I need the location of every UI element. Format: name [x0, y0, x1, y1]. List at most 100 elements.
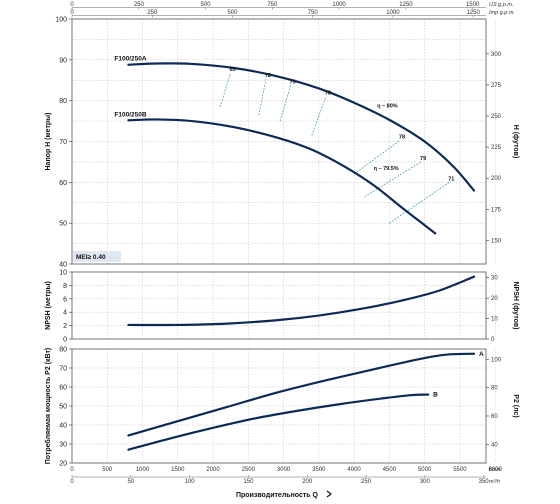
bottom-axis-tick-label: 0	[70, 467, 74, 473]
efficiency-label: 65	[230, 67, 236, 73]
y-tick-label: 30	[59, 442, 67, 449]
bottom-axis2-tick-label: 100	[185, 479, 196, 485]
efficiency-label: 75	[290, 80, 296, 86]
series-curve	[127, 275, 476, 327]
top-axis-unit: US g.p.m.	[489, 2, 513, 8]
efficiency-line	[258, 78, 267, 116]
bottom-axis-tick-label: 4000	[347, 467, 361, 473]
y2-axis-title: P2 (лс)	[512, 394, 519, 417]
y2-tick-label: 200	[491, 176, 502, 182]
y2-tick-label: 225	[491, 145, 502, 151]
y-tick-label: 60	[59, 385, 67, 392]
top-axis-tick-label: 250	[134, 2, 145, 8]
y-tick-label: 10	[59, 270, 67, 277]
bottom-axis-tick-label: 1000	[136, 467, 150, 473]
top-axis-tick-label: 1250	[466, 10, 480, 16]
efficiency-line	[389, 182, 450, 224]
bottom-axis2-tick-label: 250	[361, 479, 372, 485]
series-curve	[127, 62, 476, 192]
y-tick-label: 50	[59, 404, 67, 411]
efficiency-annotation: η – 79.5%	[374, 166, 399, 172]
bottom-axis-unit: l/min	[489, 467, 501, 473]
bottom-axis2-tick-label: 200	[302, 479, 313, 485]
y2-tick-label: 20	[491, 296, 498, 302]
bottom-axis2-tick-label: 50	[127, 479, 134, 485]
efficiency-line	[311, 96, 327, 136]
text-layer: 405060708090100150175200225250275300Напо…	[44, 2, 519, 499]
bottom-axis2-tick-label: 300	[420, 479, 431, 485]
bottom-axis-tick-label: 1500	[171, 467, 185, 473]
y-axis-title: Напор H (метры)	[45, 113, 52, 171]
y2-tick-label: 10	[491, 317, 498, 323]
top-axis-tick-label: 750	[308, 10, 319, 16]
mei-box	[73, 251, 121, 262]
bottom-axis-tick-label: 3000	[277, 467, 291, 473]
y-axis-title: NPSH (метры)	[45, 281, 52, 330]
bottom-axis2-tick-label: 350	[479, 479, 490, 485]
y-tick-label: 4	[63, 310, 67, 317]
bottom-axis-tick-label: 6000	[488, 467, 502, 473]
top-axis-tick-label: 1500	[466, 2, 480, 8]
y2-tick-label: 40	[491, 442, 498, 448]
efficiency-line	[219, 72, 232, 107]
bottom-axis-tick-label: 500	[102, 467, 113, 473]
y2-tick-label: 60	[491, 414, 498, 420]
y-tick-label: 2	[63, 323, 67, 330]
efficiency-label: 72	[265, 73, 271, 79]
y-tick-label: 40	[59, 423, 67, 430]
y2-tick-label: 175	[491, 207, 502, 213]
y-tick-label: 80	[59, 98, 67, 105]
efficiency-line	[279, 85, 291, 122]
bottom-axis2-unit: m³/h	[489, 479, 500, 485]
y-tick-label: 8	[63, 283, 67, 290]
top-axis-tick-label: 500	[201, 2, 212, 8]
y-tick-label: 70	[59, 139, 67, 146]
y2-tick-label: 275	[491, 83, 502, 89]
bottom-axis-tick-label: 4500	[383, 467, 397, 473]
efficiency-label: 71	[448, 176, 454, 182]
top-axis-tick-label: 750	[267, 2, 278, 8]
top-axis-tick-label: 0	[70, 10, 74, 16]
y-tick-label: 60	[59, 180, 67, 187]
bottom-axis-tick-label: 5000	[418, 467, 432, 473]
y-tick-label: 50	[59, 221, 67, 228]
bottom-axis-tick-label: 3500	[312, 467, 326, 473]
series-curve	[127, 118, 437, 235]
bottom-axis-tick-label: 5500	[453, 467, 467, 473]
chevron-right-icon	[326, 490, 332, 498]
bottom-axis-tick-label: 2500	[242, 467, 256, 473]
series-label: F100/250A	[114, 56, 146, 63]
series-curve	[127, 352, 476, 437]
grid-layer	[72, 18, 496, 464]
efficiency-line	[364, 161, 422, 197]
bottom-axis2-tick-label: 0	[70, 479, 74, 485]
panel-frames	[69, 7, 489, 478]
y2-tick-label: 30	[491, 276, 498, 282]
efficiency-annotation: η – 80%	[377, 104, 398, 110]
y2-tick-label: 150	[491, 238, 502, 244]
series-curve	[127, 393, 430, 451]
bottom-axis2-tick-label: 150	[243, 479, 254, 485]
top-axis-tick-label: 250	[147, 10, 158, 16]
bottom-axis-tick-label: 2000	[206, 467, 220, 473]
y-tick-label: 20	[59, 461, 67, 468]
efficiency-label: 79	[420, 156, 426, 162]
y2-axis-title: H (футов)	[512, 125, 519, 159]
panel-frame	[71, 271, 487, 340]
series-label: B	[433, 392, 438, 399]
y2-tick-label: 0	[491, 337, 495, 343]
efficiency-lines	[219, 72, 450, 224]
y-tick-label: 90	[59, 57, 67, 64]
top-axis-tick-label: 500	[227, 10, 238, 16]
y-tick-label: 100	[55, 17, 67, 24]
y2-tick-label: 300	[491, 52, 502, 58]
top-axis-tick-label: 1250	[399, 2, 413, 8]
y2-tick-label: 250	[491, 114, 502, 120]
y-tick-label: 80	[59, 347, 67, 354]
y-tick-label: 70	[59, 366, 67, 373]
y-tick-label: 0	[63, 337, 67, 344]
top-axis-unit: Imp g.p.m.	[489, 10, 515, 16]
top-axis-tick-label: 0	[70, 2, 74, 8]
y2-axis-title: NPSH (футов)	[512, 282, 519, 330]
